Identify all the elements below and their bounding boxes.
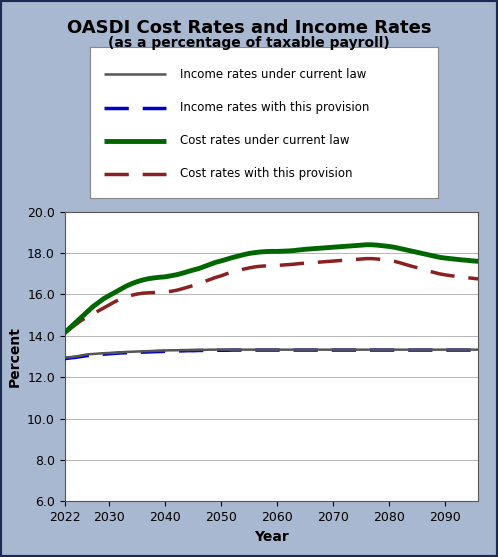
- Text: Cost rates under current law: Cost rates under current law: [180, 134, 350, 147]
- Y-axis label: Percent: Percent: [7, 326, 21, 387]
- Text: Cost rates with this provision: Cost rates with this provision: [180, 167, 353, 180]
- Text: OASDI Cost Rates and Income Rates: OASDI Cost Rates and Income Rates: [67, 19, 431, 37]
- X-axis label: Year: Year: [254, 530, 289, 544]
- Text: Income rates with this provision: Income rates with this provision: [180, 101, 370, 114]
- Text: (as a percentage of taxable payroll): (as a percentage of taxable payroll): [108, 36, 390, 50]
- Text: Income rates under current law: Income rates under current law: [180, 68, 367, 81]
